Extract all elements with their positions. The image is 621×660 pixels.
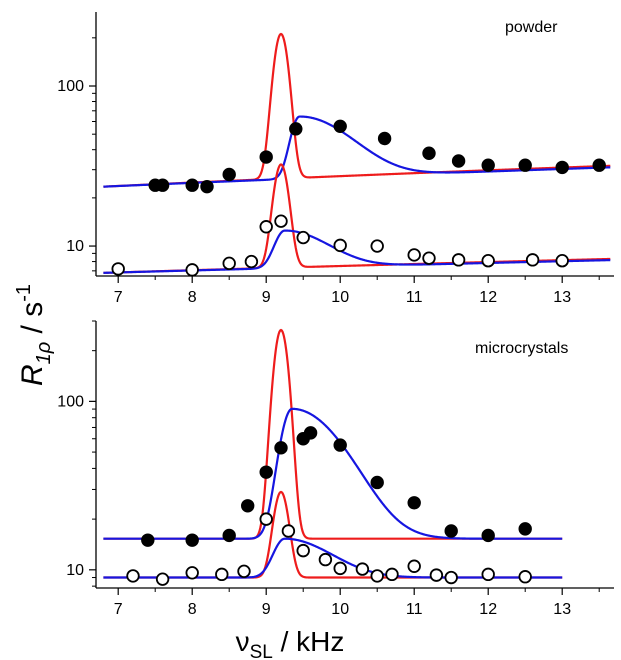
- data-point-filled: [333, 119, 347, 134]
- data-point-filled: [333, 438, 347, 452]
- data-point-filled: [555, 160, 569, 175]
- y-tick-label: 100: [57, 78, 84, 95]
- data-point-open: [555, 254, 569, 268]
- data-point-filled: [481, 528, 495, 543]
- data-point-filled: [240, 499, 255, 513]
- y-tick-label: 10: [66, 238, 84, 255]
- data-point-filled: [518, 158, 532, 172]
- data-point-open: [429, 568, 444, 582]
- y-tick-label: 100: [57, 393, 84, 410]
- data-point-filled: [407, 496, 421, 510]
- data-point-open: [237, 564, 251, 579]
- y-tick-label: 10: [66, 562, 84, 579]
- data-point-open: [518, 570, 532, 584]
- data-point-open: [370, 569, 384, 583]
- x-tick-label: 11: [406, 601, 423, 618]
- y-axis-title-unit: / s: [16, 302, 49, 342]
- data-point-open: [407, 559, 421, 573]
- data-point-filled: [185, 533, 199, 547]
- data-point-open: [155, 572, 170, 586]
- data-point-open: [525, 253, 540, 267]
- x-tick-label: 13: [553, 601, 571, 618]
- data-point-open: [296, 543, 310, 558]
- x-axis-title-main: ν: [236, 626, 250, 657]
- data-point-filled: [222, 167, 236, 182]
- data-point-open: [451, 253, 466, 267]
- data-point-filled: [592, 158, 606, 172]
- data-point-filled: [422, 146, 436, 160]
- data-point-open: [244, 254, 259, 269]
- x-axis-title: νSL / kHz: [236, 626, 345, 660]
- data-point-filled: [259, 150, 273, 164]
- data-point-open: [296, 230, 310, 245]
- data-point-filled: [155, 178, 170, 192]
- data-point-open: [126, 569, 140, 583]
- x-tick-label: 9: [262, 601, 271, 618]
- x-tick-label: 7: [114, 289, 123, 306]
- fit-curve-red: [103, 32, 611, 188]
- data-point-filled: [185, 178, 199, 192]
- x-tick-label: 12: [479, 289, 497, 306]
- data-point-open: [259, 512, 273, 526]
- panel-label: powder: [505, 19, 558, 36]
- y-axis-title: R1ρ / s-1: [13, 284, 55, 386]
- x-tick-label: 11: [406, 289, 423, 306]
- x-tick-label: 8: [188, 289, 197, 306]
- data-point-open: [222, 256, 236, 271]
- x-tick-label: 13: [553, 289, 571, 306]
- data-point-open: [355, 562, 370, 576]
- data-point-filled: [274, 441, 288, 455]
- data-point-open: [318, 552, 333, 567]
- data-point-filled: [289, 122, 303, 136]
- data-point-filled: [303, 426, 318, 440]
- data-point-open: [422, 251, 436, 265]
- data-point-open: [274, 214, 288, 228]
- y-axis-title-unit-exponent: -1: [13, 284, 35, 302]
- data-point-open: [185, 566, 199, 580]
- x-tick-label: 9: [262, 289, 271, 306]
- x-axis-title-sub: SL: [250, 642, 273, 660]
- data-point-open: [111, 262, 125, 276]
- data-point-filled: [444, 524, 458, 538]
- y-axis-title-sub: 1ρ: [33, 342, 55, 365]
- data-point-open: [333, 561, 347, 576]
- data-point-filled: [451, 154, 466, 168]
- x-tick-label: 12: [479, 601, 497, 618]
- data-point-open: [481, 254, 495, 268]
- data-point-open: [259, 220, 273, 234]
- data-point-filled: [259, 465, 273, 479]
- data-point-filled: [141, 533, 155, 547]
- fit-curve-blue: [103, 407, 563, 540]
- data-point-open: [481, 567, 495, 582]
- data-point-filled: [518, 522, 532, 536]
- panel-bottom: 7 8 9 10 11 12 13 10 100 microcrystals: [57, 320, 614, 618]
- data-point-open: [215, 567, 229, 582]
- data-point-filled: [377, 131, 392, 146]
- data-point-filled: [481, 158, 495, 172]
- x-tick-label: 7: [114, 601, 123, 618]
- data-point-open: [444, 570, 458, 585]
- x-axis-title-unit: / kHz: [273, 626, 345, 657]
- data-point-filled: [370, 475, 384, 490]
- data-point-open: [281, 524, 296, 538]
- y-axis-title-main: R: [16, 364, 49, 386]
- data-point-open: [185, 263, 199, 277]
- panel-top: 7 8 9 10 11 12 13 10 100 powder: [57, 12, 614, 306]
- panel-label: microcrystals: [475, 340, 568, 357]
- data-point-open: [385, 567, 399, 582]
- data-point-filled: [222, 528, 236, 543]
- data-point-open: [370, 239, 384, 253]
- data-point-open: [407, 248, 421, 262]
- data-point-open: [333, 238, 347, 253]
- x-tick-label: 10: [331, 601, 349, 618]
- x-tick-label: 10: [331, 289, 349, 306]
- x-tick-label: 8: [188, 601, 197, 618]
- data-point-filled: [200, 179, 214, 194]
